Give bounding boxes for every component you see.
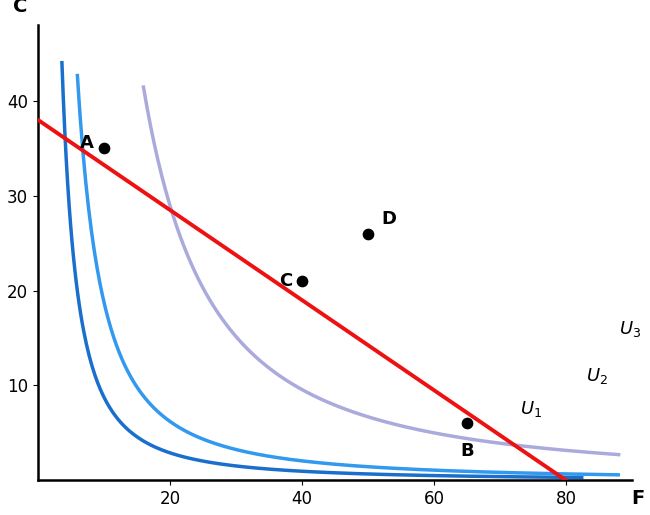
Point	[99, 144, 109, 152]
Point	[462, 419, 473, 427]
Point	[363, 230, 373, 238]
Text: $U_2$: $U_2$	[586, 366, 608, 386]
Text: $U_3$: $U_3$	[619, 318, 641, 338]
Text: D: D	[381, 211, 396, 228]
Text: A: A	[80, 134, 94, 152]
Text: C: C	[279, 272, 292, 290]
Point	[297, 277, 307, 285]
Text: B: B	[460, 442, 474, 460]
Text: $U_1$: $U_1$	[520, 399, 542, 419]
Y-axis label: C: C	[13, 0, 27, 16]
X-axis label: F: F	[631, 489, 645, 508]
